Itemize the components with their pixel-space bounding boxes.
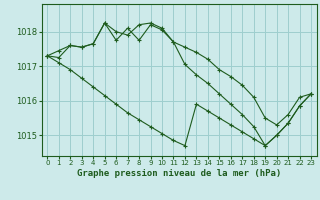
X-axis label: Graphe pression niveau de la mer (hPa): Graphe pression niveau de la mer (hPa) — [77, 169, 281, 178]
